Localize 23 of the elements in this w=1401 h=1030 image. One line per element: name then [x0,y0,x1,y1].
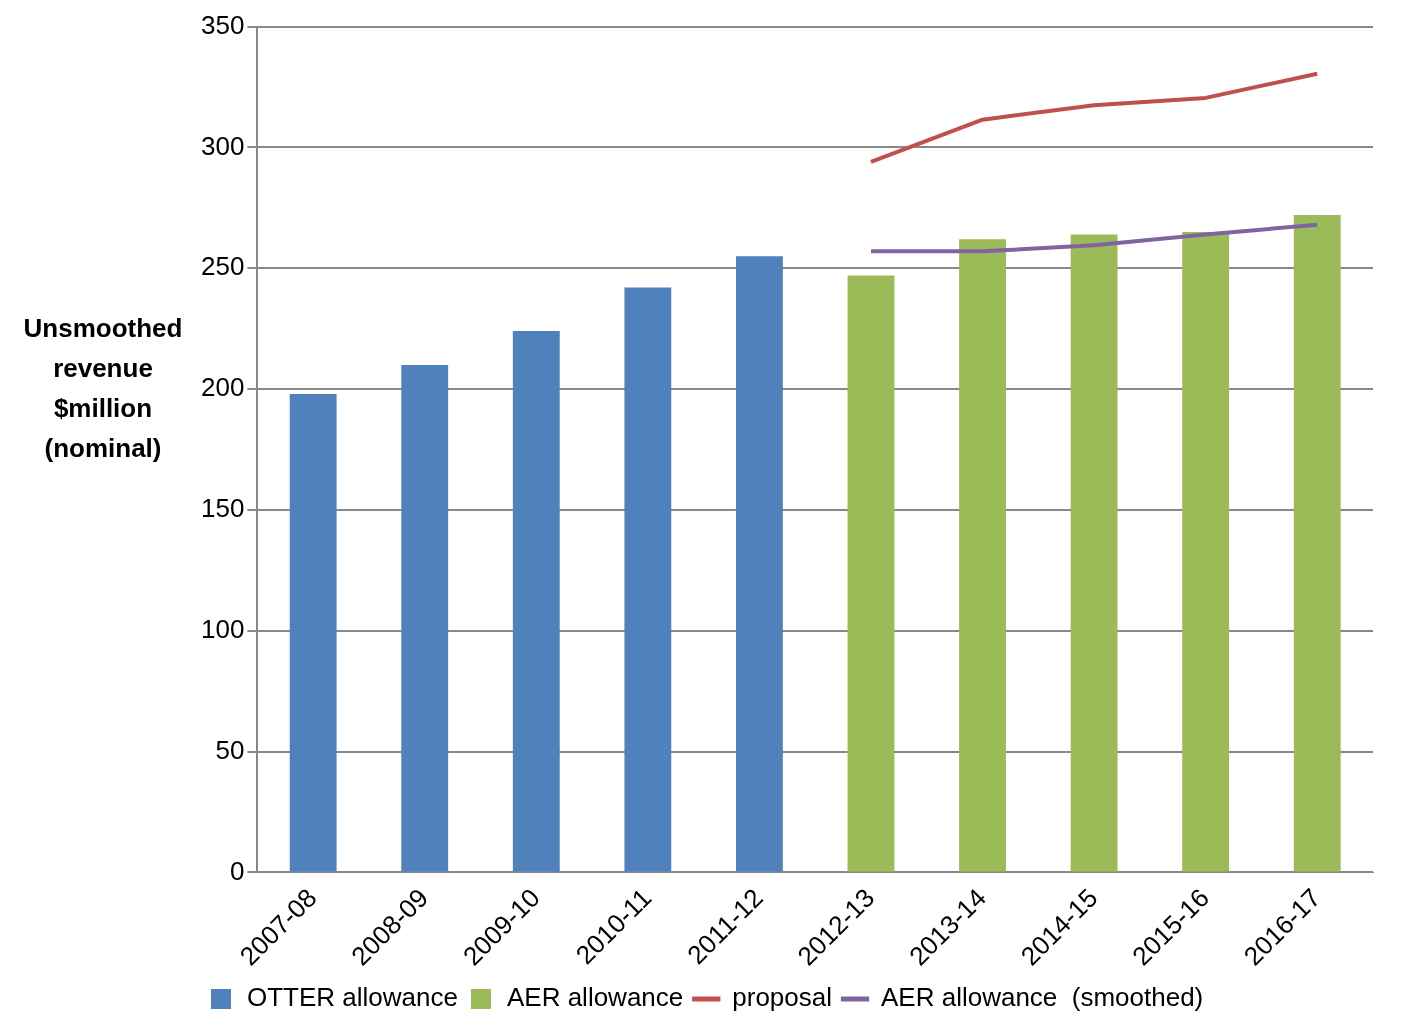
bar [512,331,560,872]
legend-label: OTTER allowance [247,982,458,1013]
y-axis-title: Unsmoothed revenue $million (nominal) [22,312,184,465]
bar [1070,234,1118,872]
bar [1182,232,1230,872]
legend-label: AER allowance [506,982,684,1013]
bar [735,256,783,872]
bar [959,239,1006,872]
y-tick-label: 50 [215,734,245,765]
bar [401,364,449,872]
bar [624,287,672,872]
legend-label: AER allowance (smoothed) [881,982,1204,1013]
bar [289,393,337,872]
y-tick-label: 150 [200,493,245,524]
y-tick-label: 350 [200,9,245,40]
y-tick-label: 200 [200,372,245,403]
bar [1293,215,1341,872]
y-tick-label: 0 [229,855,245,886]
bar [847,275,895,872]
y-tick-label: 300 [200,130,245,161]
y-tick-label: 100 [200,613,245,644]
y-tick-label: 250 [200,251,245,282]
legend-label: proposal [732,982,832,1013]
